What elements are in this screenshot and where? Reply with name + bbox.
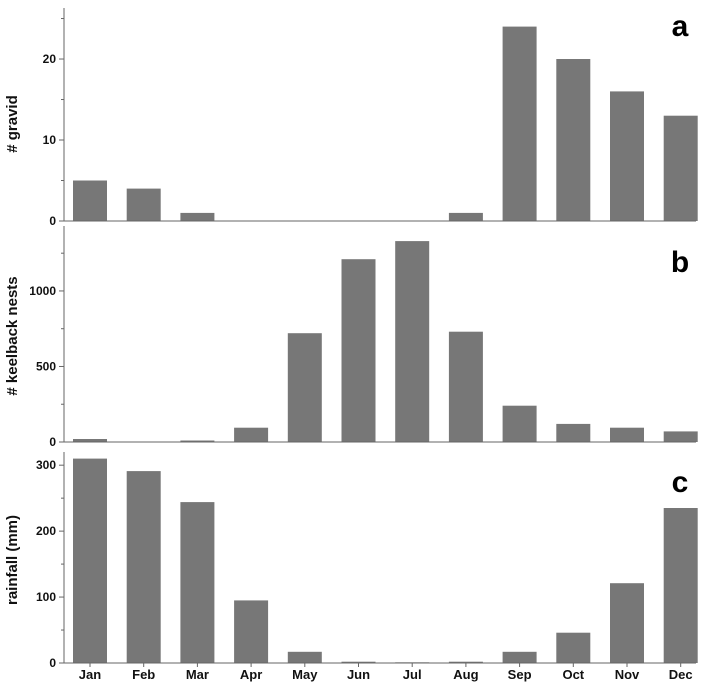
y-tick-label-b: 500 — [36, 359, 56, 373]
panel-b-ylabel: # keelback nests — [4, 276, 21, 395]
y-tick-label-c: 300 — [36, 458, 56, 472]
bar-panel-a-aug — [448, 212, 483, 221]
x-tick-label-aug: Aug — [453, 667, 478, 682]
bar-panel-b-jan — [73, 439, 107, 442]
bar-panel-b-nov — [610, 427, 644, 442]
bar-panel-b-apr — [234, 427, 269, 442]
bar-panel-a-oct — [556, 59, 591, 221]
x-tick-label-dec: Dec — [669, 667, 693, 682]
bar-panel-c-aug — [448, 661, 483, 663]
y-tick-label-b: 1000 — [29, 284, 56, 298]
bar-panel-c-sep — [502, 651, 537, 663]
bar-panel-b-aug — [448, 331, 483, 442]
bar-panel-c-apr — [234, 600, 269, 663]
bar-panel-b-jul — [395, 241, 430, 442]
bars-layer — [73, 26, 698, 663]
panel-c-label: c — [672, 466, 689, 499]
bar-panel-b-jun — [341, 259, 376, 442]
x-tick-label-jan: Jan — [79, 667, 101, 682]
y-tick-label-c: 0 — [49, 656, 56, 670]
y-tick-label-a: 0 — [49, 214, 56, 228]
y-tick-label-a: 20 — [43, 52, 57, 66]
y-tick-label-a: 10 — [43, 133, 57, 147]
panel-a-ylabel: # gravid — [4, 95, 21, 153]
bar-panel-b-dec — [663, 431, 698, 442]
month-labels: Jan Feb Mar Apr May Jun Jul Aug Sep Oct Nov Dec — [79, 663, 693, 682]
x-tick-label-jun: Jun — [347, 667, 370, 682]
x-tick-label-oct: Oct — [562, 667, 584, 682]
x-tick-label-mar: Mar — [186, 667, 209, 682]
panel-c-ylabel: rainfall (mm) — [4, 515, 21, 605]
y-tick-label-c: 100 — [36, 590, 56, 604]
x-tick-label-feb: Feb — [132, 667, 155, 682]
x-tick-label-nov: Nov — [615, 667, 640, 682]
bar-panel-b-sep — [502, 405, 537, 442]
panel-a-label: a — [672, 10, 689, 43]
bar-panel-a-dec — [663, 115, 698, 221]
bar-panel-b-mar — [180, 440, 215, 442]
bar-panel-c-jan — [73, 458, 107, 663]
bar-panel-c-dec — [663, 508, 698, 663]
x-tick-label-jul: Jul — [403, 667, 422, 682]
bar-panel-c-may — [287, 651, 322, 663]
bar-panel-a-mar — [180, 212, 215, 221]
x-tick-label-may: May — [292, 667, 318, 682]
bar-panel-a-feb — [126, 188, 161, 221]
bar-panel-c-jun — [341, 661, 376, 663]
bar-panel-c-mar — [180, 502, 215, 663]
bar-panel-b-may — [287, 333, 322, 442]
bar-panel-b-oct — [556, 423, 591, 442]
panel-b-label: b — [671, 246, 689, 279]
bar-panel-c-nov — [610, 583, 644, 663]
bar-panel-a-jan — [73, 180, 107, 221]
y-tick-label-c: 200 — [36, 524, 56, 538]
y-tick-label-b: 0 — [49, 435, 56, 449]
bar-panel-a-nov — [610, 91, 644, 222]
bar-panel-c-feb — [126, 471, 161, 663]
bar-panel-c-oct — [556, 632, 591, 663]
x-tick-label-sep: Sep — [508, 667, 532, 682]
x-tick-label-apr: Apr — [240, 667, 262, 682]
bar-panel-a-sep — [502, 26, 537, 221]
